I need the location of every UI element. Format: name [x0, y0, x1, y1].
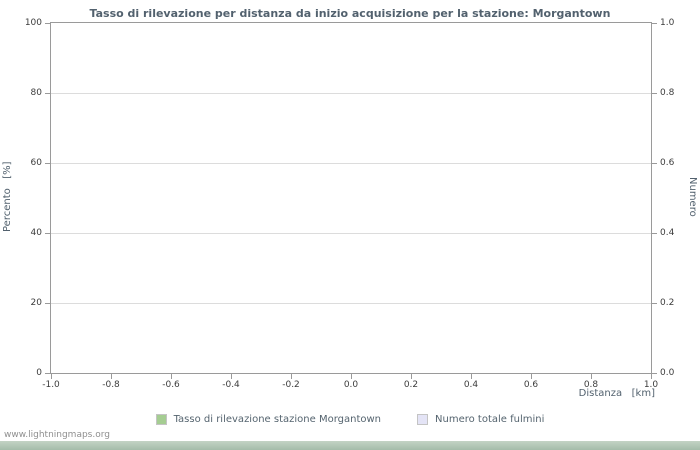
x-axis-tick-label: 0.8 — [583, 380, 599, 390]
legend-label-total-strikes: Numero totale fulmini — [435, 414, 545, 425]
gridline — [51, 232, 651, 234]
y-axis-tick-label-left: 0 — [36, 368, 42, 378]
x-axis-tick-label: 0.0 — [343, 380, 359, 390]
y-axis-tick-label-left: 80 — [30, 88, 42, 98]
y-axis-tick-left — [45, 232, 50, 234]
legend-swatch-total-strikes — [417, 414, 429, 425]
x-axis-tick-label: 0.4 — [463, 380, 479, 390]
legend-item-total-strikes: Numero totale fulmini — [417, 414, 544, 425]
x-axis-tick-label: -0.4 — [222, 380, 240, 390]
x-axis-tick — [350, 374, 352, 379]
y-axis-tick-left — [45, 162, 50, 164]
y-axis-label-left: Percento [%] — [2, 161, 13, 233]
y-axis-tick-right — [652, 92, 657, 94]
y-axis-tick-right — [652, 302, 657, 304]
x-axis-tick — [50, 374, 52, 379]
y-axis-tick-label-left: 100 — [24, 18, 42, 28]
x-axis-tick-label: 1.0 — [643, 380, 659, 390]
y-axis-tick-label-left: 20 — [30, 298, 42, 308]
x-axis-tick — [170, 374, 172, 379]
y-axis-tick-left — [45, 302, 50, 304]
x-axis-tick-label: 0.6 — [523, 380, 539, 390]
plot-area: 0 0.0 20 0.2 40 0.4 60 0.6 80 0.8 100 1.0 -1.0 -0.8 -0… — [25, 18, 675, 390]
x-axis-tick — [590, 374, 592, 379]
chart-title: Tasso di rilevazione per distanza da ini… — [89, 7, 611, 20]
y-axis-tick-right — [652, 22, 657, 24]
y-axis-tick-right — [652, 372, 657, 374]
x-axis-tick — [290, 374, 292, 379]
gridline — [51, 302, 651, 304]
y-axis-tick-label-right: 0.0 — [660, 368, 675, 378]
legend-swatch-detection-rate — [155, 414, 167, 425]
y-axis-tick-right — [652, 232, 657, 234]
x-axis-tick-label: -0.6 — [162, 380, 180, 390]
y-axis-tick-label-right: 0.8 — [660, 88, 675, 98]
x-axis-label: Distanza [km] — [578, 388, 655, 399]
footer-bar — [0, 441, 700, 450]
gridline — [51, 92, 651, 94]
legend: Tasso di rilevazione stazione Morgantown… — [0, 414, 700, 425]
x-axis-tick-label: 0.2 — [403, 380, 419, 390]
y-axis-tick-label-right: 0.2 — [660, 298, 675, 308]
x-axis-tick — [410, 374, 412, 379]
legend-label-detection-rate: Tasso di rilevazione stazione Morgantown — [173, 414, 382, 425]
x-axis-tick — [530, 374, 532, 379]
legend-item-detection-rate: Tasso di rilevazione stazione Morgantown — [155, 414, 382, 425]
x-axis-tick — [110, 374, 112, 379]
y-axis-tick-label-left: 40 — [30, 228, 42, 238]
y-axis-tick-left — [45, 22, 50, 24]
x-axis-tick — [230, 374, 232, 379]
y-axis-tick-label-right: 0.4 — [660, 228, 675, 238]
y-axis-tick-right — [652, 162, 657, 164]
x-axis-tick — [650, 374, 652, 379]
y-axis-tick-label-right: 1.0 — [660, 18, 675, 28]
y-axis-tick-label-right: 0.6 — [660, 158, 675, 168]
x-axis-tick-label: -0.2 — [282, 380, 300, 390]
y-axis-tick-label-left: 60 — [30, 158, 42, 168]
gridline — [51, 162, 651, 164]
x-axis-tick — [470, 374, 472, 379]
x-axis-tick-label: -1.0 — [42, 380, 60, 390]
y-axis-label-right: Numero — [687, 177, 698, 217]
y-axis-tick-left — [45, 372, 50, 374]
watermark-link[interactable]: www.lightningmaps.org — [4, 430, 110, 440]
y-axis-tick-left — [45, 92, 50, 94]
x-axis-tick-label: -0.8 — [102, 380, 120, 390]
